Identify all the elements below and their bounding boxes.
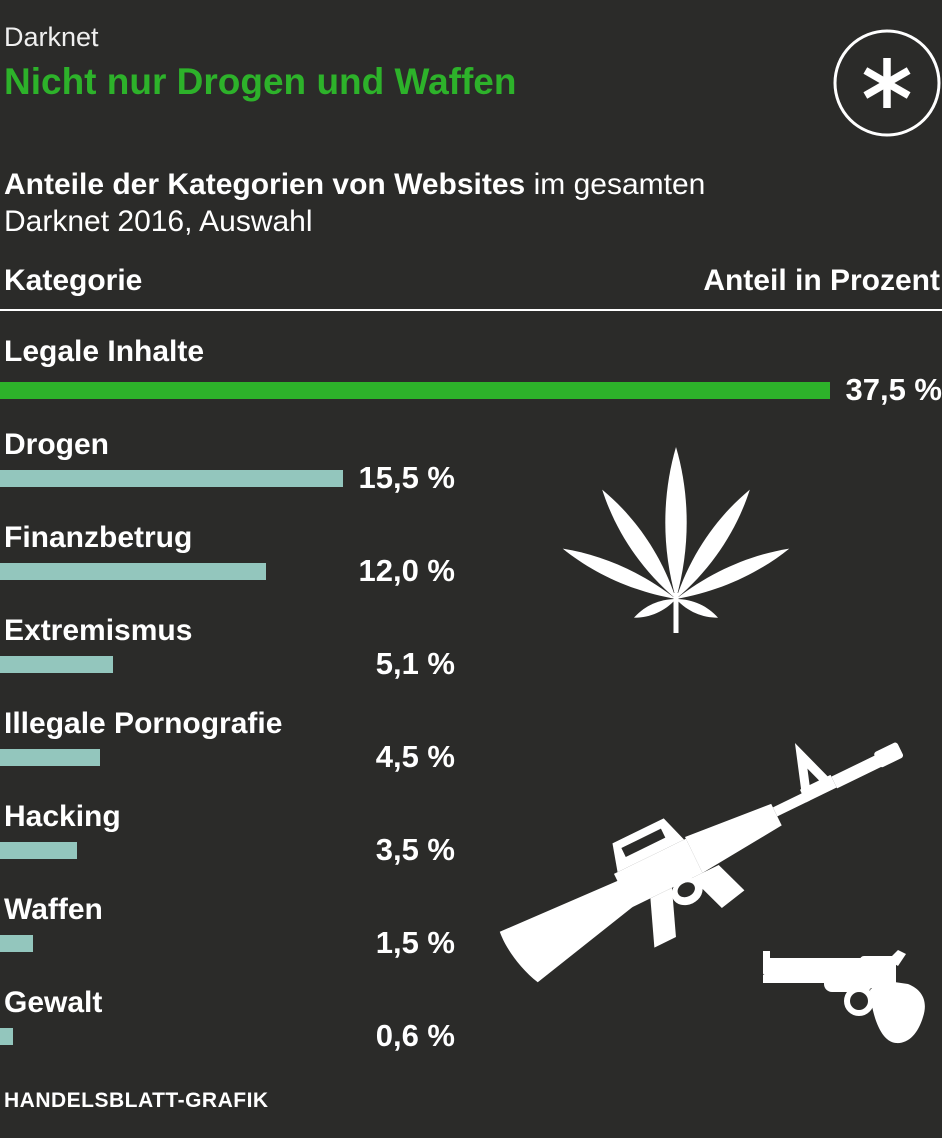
revolver-icon xyxy=(763,950,925,1044)
category-value: 5,1 % xyxy=(375,646,455,681)
category-label: Gewalt xyxy=(4,986,103,1019)
category-bar xyxy=(0,563,266,580)
category-bar xyxy=(0,382,830,399)
header-rule xyxy=(0,309,942,311)
category-bar xyxy=(0,1028,13,1045)
cannabis-leaf-icon xyxy=(562,447,790,633)
kicker: Darknet xyxy=(4,22,99,52)
category-value: 1,5 % xyxy=(375,925,455,960)
category-value: 3,5 % xyxy=(375,832,455,867)
category-bar xyxy=(0,470,343,487)
subtitle-rest: im gesamten xyxy=(525,168,706,201)
category-label: Hacking xyxy=(4,800,121,833)
category-value: 4,5 % xyxy=(375,739,455,774)
category-label: Waffen xyxy=(4,893,103,926)
category-bar xyxy=(0,935,33,952)
category-value: 12,0 % xyxy=(358,553,455,588)
subtitle-line1: Anteile der Kategorien von Websites im g… xyxy=(4,166,705,203)
category-label: Finanzbetrug xyxy=(4,521,193,554)
chart-subtitle: Anteile der Kategorien von Websites im g… xyxy=(4,166,705,240)
category-label: Extremismus xyxy=(4,614,193,647)
source-credit: HANDELSBLATT-GRAFIK xyxy=(4,1089,269,1112)
category-value: 0,6 % xyxy=(375,1018,455,1053)
category-bar xyxy=(0,842,77,859)
page-title: Nicht nur Drogen und Waffen xyxy=(4,61,517,102)
category-value: 15,5 % xyxy=(358,460,455,495)
category-label: Illegale Pornografie xyxy=(4,707,283,740)
column-header-category: Kategorie xyxy=(4,264,143,297)
rifle-icon xyxy=(499,742,904,983)
category-bar xyxy=(0,656,113,673)
asterisk-logo-icon xyxy=(833,29,941,137)
category-value: 37,5 % xyxy=(845,372,942,407)
subtitle-bold: Anteile der Kategorien von Websites xyxy=(4,168,526,201)
category-bar xyxy=(0,749,100,766)
category-label: Drogen xyxy=(4,428,109,461)
column-header-share: Anteil in Prozent xyxy=(703,264,940,297)
category-label: Legale Inhalte xyxy=(4,335,205,368)
subtitle-line2: Darknet 2016, Auswahl xyxy=(4,205,313,238)
